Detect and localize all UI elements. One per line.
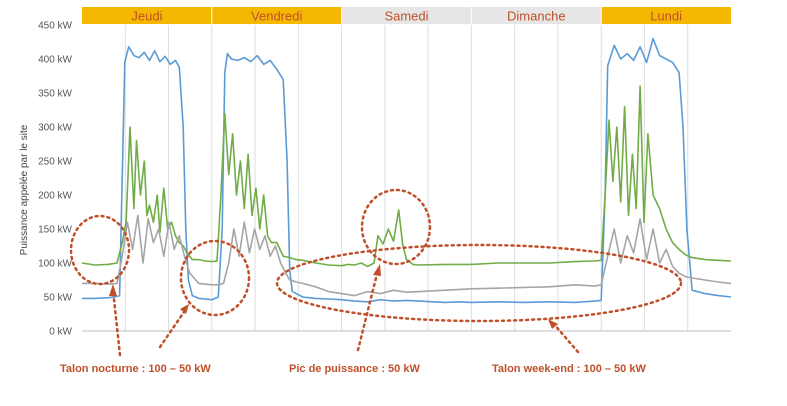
day-label-2: Samedi <box>384 9 428 24</box>
y-axis-ticks: 0 kW 50 kW 100 kW 150 kW 200 kW 250 kW 300 kW 3… <box>38 21 72 338</box>
annotation-pic-puissance: Pic de puissance : 50 kW <box>289 363 420 375</box>
chart-series <box>81 37 732 304</box>
annotation-circle-night-2 <box>179 239 251 317</box>
y-tick-label-4: 200 kW <box>38 191 72 202</box>
day-label-3: Dimanche <box>507 9 566 24</box>
y-tick-label-7: 350 kW <box>38 89 72 100</box>
y-tick-label-0: 0 kW <box>49 327 72 338</box>
y-tick-label-6: 300 kW <box>38 123 72 134</box>
day-band-4 <box>601 7 731 24</box>
y-tick-label-8: 400 kW <box>38 55 72 66</box>
annotation-circle-weekend <box>275 243 683 323</box>
day-label-0: Jeudi <box>131 9 162 24</box>
day-label-4: Lundi <box>650 9 682 24</box>
arrowhead-weekend <box>548 319 558 329</box>
arrowhead-night-2 <box>180 304 189 314</box>
day-band-2 <box>341 7 472 24</box>
annotation-circle-night-1 <box>69 214 131 286</box>
y-tick-label-5: 250 kW <box>38 157 72 168</box>
annotation-talon-nocturne: Talon nocturne : 100 – 50 kW <box>60 363 211 375</box>
arrow-weekend <box>551 321 580 354</box>
arrow-night-1 <box>111 288 122 357</box>
annotation-arrows <box>111 268 580 357</box>
annotation-markers <box>69 188 683 323</box>
annotation-circle-peak <box>360 188 432 266</box>
y-tick-label-1: 50 kW <box>44 293 73 304</box>
arrowhead-peak <box>373 264 381 276</box>
y-tick-label-9: 450 kW <box>38 21 72 32</box>
day-band-1 <box>211 7 342 24</box>
annotation-talon-weekend: Talon week-end : 100 – 50 kW <box>492 363 646 375</box>
arrow-night-2 <box>158 307 188 349</box>
day-label-1: Vendredi <box>251 9 302 24</box>
day-band: Jeudi Vendredi Samedi Dimanche Lundi <box>82 7 731 24</box>
series-line-2 <box>82 214 732 297</box>
y-tick-label-2: 100 kW <box>38 259 72 270</box>
day-band-0 <box>82 7 212 24</box>
series-line-1 <box>81 85 732 268</box>
y-tick-label-3: 150 kW <box>38 225 72 236</box>
arrow-peak <box>356 268 380 352</box>
y-axis-label: Puissance appelée par le site <box>19 124 30 255</box>
arrowhead-night-1 <box>109 284 117 296</box>
day-band-3 <box>471 7 602 24</box>
series-line-0 <box>82 37 732 304</box>
annotation-arrowheads <box>109 264 558 329</box>
